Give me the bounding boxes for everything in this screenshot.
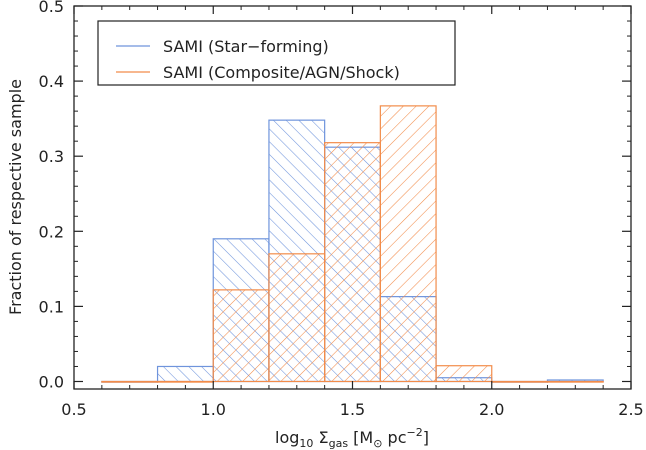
y-tick-label: 0.3 [39, 147, 64, 166]
bar-series1-bin6 [435, 365, 493, 383]
series-1 [101, 105, 604, 383]
tick-labels-layer: 0.5 1.0 1.5 2.0 2.5 0.0 0.1 0.2 0.3 0.4 0.5 [39, 0, 644, 419]
legend-label-1: SAMI (Composite/AGN/Shock) [163, 63, 400, 82]
bar-series1-bin4 [324, 142, 381, 383]
y-tick-label: 0.0 [39, 372, 64, 391]
bar-series1-bin7 [491, 380, 549, 383]
bars-layer [101, 105, 604, 383]
x-tick-label: 1.5 [340, 400, 365, 419]
x-tick-label: 0.5 [61, 400, 86, 419]
bar-series1-bin1 [156, 380, 214, 383]
bar-series1-bin5 [379, 105, 437, 383]
bar-series0-bin1 [156, 365, 214, 383]
x-tick-label: 2.0 [479, 400, 504, 419]
bar-series1-bin8 [546, 380, 604, 383]
x-tick-label: 2.5 [618, 400, 643, 419]
legend-label-0: SAMI (Star−forming) [163, 37, 329, 56]
bar-series1-bin3 [268, 253, 326, 383]
legend: SAMI (Star−forming) SAMI (Composite/AGN/… [97, 20, 456, 86]
y-tick-label: 0.2 [39, 222, 64, 241]
y-tick-label: 0.1 [39, 297, 64, 316]
legend-box [97, 20, 456, 86]
y-tick-label: 0.5 [39, 0, 64, 16]
plot-frame [73, 5, 632, 390]
bar-series1-bin2 [212, 289, 270, 383]
x-tick-label: 1.0 [201, 400, 226, 419]
y-tick-label: 0.4 [39, 72, 64, 91]
y-axis-label: Fraction of respective sample [6, 79, 25, 315]
bar-series1-bin0 [101, 380, 159, 383]
x-axis-label: log10 Σgas [M⊙ pc−2] [275, 426, 429, 450]
